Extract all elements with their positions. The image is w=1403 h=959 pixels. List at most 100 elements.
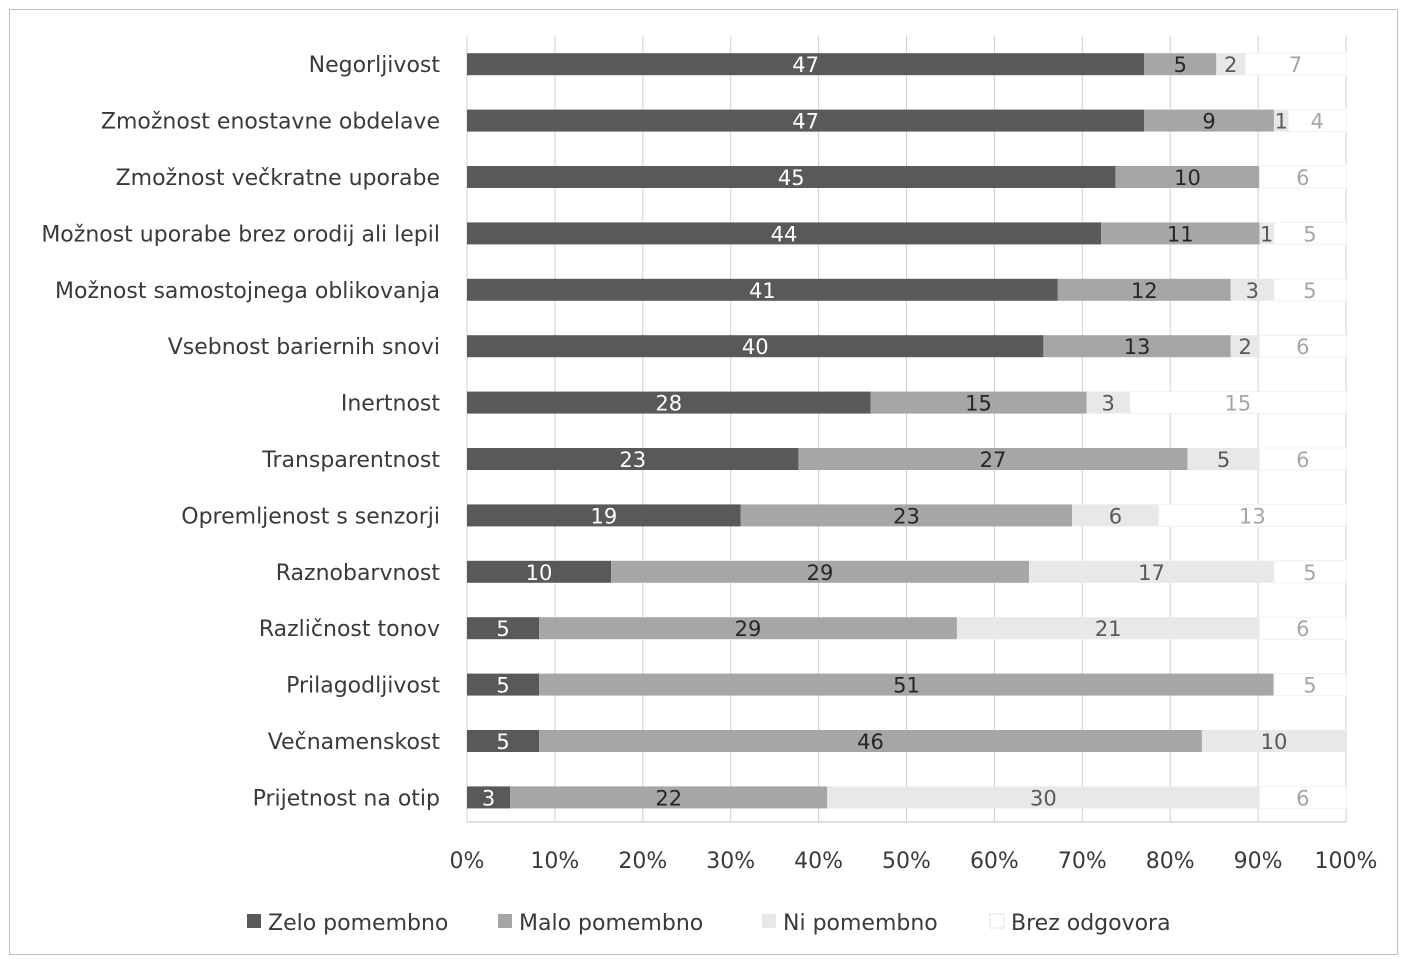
- data-label: 47: [792, 53, 819, 77]
- category-label: Vsebnost bariernih snovi: [168, 335, 440, 360]
- legend-swatch: [762, 914, 776, 928]
- data-label: 5: [1174, 53, 1187, 77]
- x-tick-label: 100%: [1315, 849, 1378, 874]
- category-label: Zmožnost večkratne uporabe: [116, 166, 440, 191]
- bar-segment: [798, 448, 1188, 470]
- data-label: 5: [496, 617, 509, 641]
- data-label: 27: [980, 448, 1007, 472]
- legend-swatch: [498, 914, 512, 928]
- legend-label: Malo pomembno: [519, 911, 703, 936]
- data-label: 46: [857, 730, 884, 754]
- bar-segment: [467, 673, 540, 696]
- bar-segment: [467, 730, 540, 752]
- bar-segment: [1273, 560, 1347, 584]
- data-label: 13: [1124, 335, 1151, 359]
- data-label: 5: [1303, 561, 1316, 585]
- data-label: 1: [1260, 222, 1273, 246]
- bar-segment: [1273, 109, 1289, 132]
- data-label: 3: [1246, 279, 1259, 303]
- data-label: 28: [655, 392, 682, 416]
- bar-segment: [1259, 222, 1274, 245]
- legend-swatch: [247, 914, 261, 928]
- data-label: 6: [1296, 448, 1309, 472]
- data-label: 19: [591, 504, 618, 528]
- bar-segment: [1072, 504, 1159, 527]
- data-label: 9: [1202, 110, 1215, 134]
- bar-segment: [1259, 785, 1347, 809]
- data-label: 6: [1296, 786, 1309, 810]
- data-label: 11: [1167, 222, 1194, 246]
- x-tick-label: 20%: [618, 849, 667, 874]
- legend-label: Zelo pomembno: [268, 911, 448, 936]
- bar-segment: [1028, 560, 1274, 583]
- x-tick-label: 90%: [1234, 849, 1283, 874]
- bar-segment: [611, 560, 1029, 583]
- data-label: 22: [655, 786, 682, 810]
- data-label: 10: [1261, 730, 1288, 754]
- data-label: 6: [1296, 166, 1309, 190]
- data-label: 2: [1238, 335, 1251, 359]
- data-label: 5: [1303, 279, 1316, 303]
- bar-segment: [1273, 278, 1347, 302]
- category-label: Opremljenost s senzorji: [181, 504, 440, 529]
- data-label: 5: [496, 674, 509, 698]
- data-label: 45: [778, 166, 805, 190]
- bar-segment: [1244, 52, 1347, 76]
- data-label: 21: [1095, 617, 1122, 641]
- category-label: Inertnost: [341, 392, 441, 417]
- data-label: 10: [1174, 166, 1201, 190]
- bar-segment: [467, 53, 1145, 76]
- data-label: 23: [619, 448, 646, 472]
- legend-label: Ni pomembno: [783, 911, 938, 936]
- category-label: Prijetnost na otip: [253, 786, 440, 811]
- bar-segment: [1158, 503, 1347, 527]
- data-label: 30: [1030, 786, 1057, 810]
- bar-segment: [1230, 278, 1274, 301]
- category-label: Različnost tonov: [259, 617, 440, 642]
- category-label: Možnost samostojnega oblikovanja: [55, 279, 440, 304]
- data-label: 12: [1131, 279, 1158, 303]
- data-label: 29: [807, 561, 834, 585]
- bar-segment: [1057, 278, 1231, 301]
- data-label: 6: [1296, 617, 1309, 641]
- category-label: Možnost uporabe brez orodij ali lepil: [41, 222, 440, 247]
- x-tick-label: 60%: [970, 849, 1019, 874]
- x-tick-label: 40%: [794, 849, 843, 874]
- x-tick-label: 0%: [450, 849, 485, 874]
- bar-segment: [1201, 730, 1346, 752]
- data-label: 15: [1225, 392, 1252, 416]
- bar-segment: [827, 786, 1260, 809]
- bar-segment: [467, 448, 799, 470]
- bar-segment: [1129, 391, 1347, 415]
- data-label: 29: [735, 617, 762, 641]
- bar-segment: [467, 335, 1044, 358]
- data-label: 51: [893, 674, 920, 698]
- bar-segment: [1273, 673, 1347, 697]
- category-label: Transparentnost: [261, 448, 440, 473]
- bar-segment: [740, 504, 1073, 527]
- bar-segment: [1115, 166, 1260, 188]
- bar-segment: [1144, 109, 1274, 132]
- data-label: 40: [742, 335, 769, 359]
- data-label: 3: [1102, 392, 1115, 416]
- data-label: 10: [526, 561, 553, 585]
- data-label: 7: [1289, 53, 1302, 77]
- data-label: 44: [771, 222, 798, 246]
- data-label: 23: [893, 504, 920, 528]
- data-label: 2: [1224, 53, 1237, 77]
- bar-segment: [1259, 447, 1347, 471]
- bar-segment: [539, 730, 1202, 752]
- bar-segment: [539, 617, 957, 640]
- x-tick-label: 50%: [882, 849, 931, 874]
- bar-segment: [956, 617, 1260, 640]
- bar-segment: [467, 560, 612, 583]
- category-label: Prilagodljivost: [286, 674, 440, 699]
- data-label: 47: [792, 110, 819, 134]
- data-label: 6: [1296, 335, 1309, 359]
- data-label: 5: [1303, 222, 1316, 246]
- bar-segment: [467, 391, 871, 414]
- bar-segment: [510, 786, 828, 809]
- data-label: 4: [1310, 110, 1323, 134]
- bar-segment: [1187, 448, 1260, 470]
- bar-segment: [1230, 335, 1260, 358]
